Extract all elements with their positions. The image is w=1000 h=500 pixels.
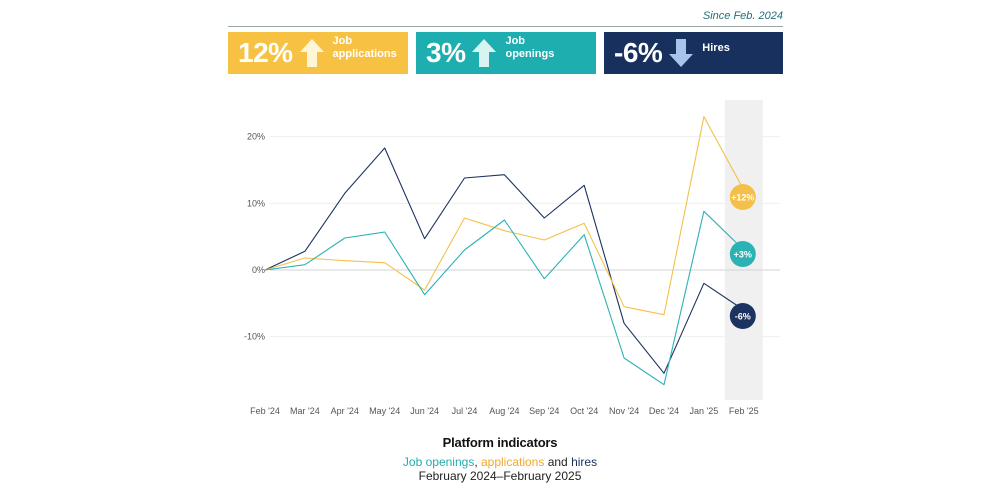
kpi-label: Hires (702, 41, 730, 54)
kpi-value: 3% (426, 37, 466, 68)
end-label-applications: +12% (731, 193, 754, 203)
legend-applications: applications (480, 455, 545, 469)
end-label-bubble-hires (729, 303, 756, 329)
end-label-bubble-applications (729, 184, 756, 210)
y-tick-label: 20% (247, 132, 265, 142)
kpi-job-openings: 3% Job openings (416, 32, 596, 74)
kpi-job-applications: 12% Job applications (228, 32, 408, 74)
date-range: February 2024–February 2025 (418, 469, 582, 483)
series-line-openings (264, 210, 745, 386)
end-label-hires: -6% (735, 312, 751, 322)
kpi-hires: -6% Hires (604, 32, 783, 74)
x-tick-label: May '24 (369, 406, 400, 416)
chart-subtitle: Job openings, applications and hires Feb… (402, 455, 598, 483)
y-tick-label: 10% (247, 198, 265, 208)
x-tick-label: Dec '24 (649, 406, 679, 416)
kpi-value: -6% (614, 37, 663, 68)
chart-title: Platform indicators (442, 435, 558, 450)
series-line-hires (264, 147, 745, 374)
end-label-bubble-openings (729, 241, 756, 267)
arrow-down-icon (669, 39, 694, 67)
header-divider (228, 26, 783, 27)
x-tick-label: Nov '24 (609, 406, 639, 416)
x-tick-label: Apr '24 (331, 406, 359, 416)
x-tick-label: Jan '25 (690, 406, 719, 416)
x-tick-label: Jun '24 (410, 406, 439, 416)
arrow-up-icon (472, 39, 497, 67)
y-tick-label: 0% (252, 265, 265, 275)
kpi-label: Job applications (332, 35, 397, 60)
since-label: Since Feb. 2024 (702, 10, 783, 22)
x-tick-label: Feb '25 (729, 406, 759, 416)
end-label-openings: +3% (734, 250, 752, 260)
legend-hires: hires (571, 455, 598, 469)
kpi-value: 12% (238, 37, 293, 68)
x-tick-label: Mar '24 (290, 406, 320, 416)
x-tick-label: Aug '24 (489, 406, 519, 416)
x-tick-label: Oct '24 (570, 406, 598, 416)
series-line-applications (264, 116, 745, 316)
x-tick-label: Feb '24 (250, 406, 280, 416)
kpi-label: Job openings (505, 35, 555, 60)
arrow-up-icon (299, 39, 324, 67)
x-tick-label: Jul '24 (452, 406, 478, 416)
y-tick-label: -10% (244, 332, 265, 342)
legend-openings: Job openings (402, 455, 475, 469)
line-chart: 20% 10% 0% -10% Feb '24 Mar '24 Apr '24 May '24… (244, 100, 780, 416)
x-tick-label: Sep '24 (529, 406, 559, 416)
